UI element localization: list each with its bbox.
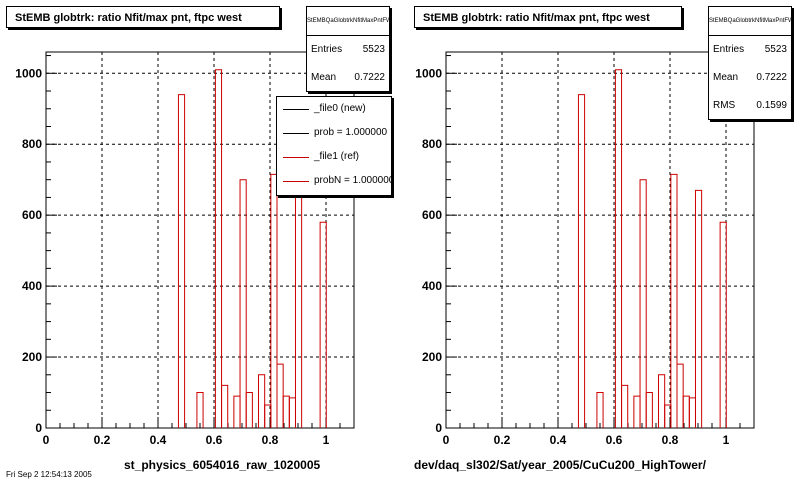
panel1-stats-mean: Mean 0.7222 [311, 72, 385, 83]
panel2-bar [658, 374, 666, 428]
panel1-y-tick-label: 400 [22, 279, 42, 293]
panel2-bar [596, 392, 604, 428]
panel2-x-tick-label: 0.6 [606, 433, 623, 447]
panel2-stats-box: StEMBQaGlobtrkNfitMaxPntFW Entries 5523 … [708, 6, 794, 120]
panel2-y-tick-label: 0 [435, 421, 442, 435]
panel2-bar [694, 189, 703, 428]
panel1-legend: _file0 (new) prob = 1.000000 _file1 (ref… [276, 96, 392, 196]
panel1-x-tick-label: 1 [323, 433, 330, 447]
panel1-x-tick-label: 0.6 [206, 433, 223, 447]
panel1-bar [258, 374, 266, 428]
date-stamp: Fri Sep 2 12:54:13 2005 [6, 470, 92, 479]
panel2-bar [670, 173, 678, 428]
panel2-y-tick-label: 200 [422, 350, 442, 364]
panel1-stats-box: StEMBQaGlobtrkNfitMaxPntFW Entries 5523 … [306, 6, 392, 92]
panel1-x-tick-label: 0.8 [262, 433, 279, 447]
panel2-stats-rms: RMS 0.1599 [713, 100, 787, 111]
panel2-bar [614, 69, 623, 428]
panel2-y-tick-label: 800 [422, 137, 442, 151]
panel1-bar [270, 173, 278, 428]
legend-entry-prob: prob = 1.000000 [277, 121, 391, 145]
panel1-bar [319, 221, 327, 428]
panel1-x-tick-label: 0.2 [94, 433, 111, 447]
panel1-bar [288, 397, 296, 428]
panel1-title: StEMB globtrk: ratio Nfit/max pnt, ftpc … [6, 6, 280, 28]
panel2-x-title: dev/daq_sl302/Sat/year_2005/CuCu200_High… [414, 458, 706, 472]
panel1-bar [276, 363, 284, 428]
panel1-y-tick-label: 0 [35, 421, 42, 435]
legend-line-file0 [283, 109, 309, 110]
panel2-x-tick-label: 0 [443, 433, 450, 447]
panel1-bar [214, 69, 223, 428]
panel1-bar [239, 179, 247, 428]
panel1-x-title: st_physics_6054016_raw_1020005 [124, 458, 321, 472]
legend-entry-probN: probN = 1.000000 [277, 169, 391, 193]
panel1-stats-entries: Entries 5523 [311, 44, 385, 55]
panel1-y-tick-label: 800 [22, 137, 42, 151]
panel1-stats-name: StEMBQaGlobtrkNfitMaxPntFW [307, 7, 392, 36]
panel2-bar [621, 384, 629, 428]
panel1-y-tick-label: 200 [22, 350, 42, 364]
panel2-x-tick-label: 1 [723, 433, 730, 447]
panel1-bar [233, 395, 241, 428]
panel1-x-tick-label: 0.4 [150, 433, 167, 447]
panel1-y-tick-label: 600 [22, 208, 42, 222]
panel1-x-tick-label: 0 [43, 433, 50, 447]
panel2-bar [577, 94, 586, 428]
panel2-stats-entries: Entries 5523 [713, 44, 787, 55]
panel2-y-tick-label: 1000 [415, 66, 442, 80]
panel2-bar [676, 363, 684, 428]
panel2-bar [719, 221, 727, 428]
panel2-x-tick-label: 0.4 [550, 433, 567, 447]
panel2-x-tick-label: 0.2 [494, 433, 511, 447]
panel2-x-tick-label: 0.8 [662, 433, 679, 447]
panel1-bar [177, 94, 186, 428]
legend-line-probN [283, 181, 309, 182]
panel1-bar [294, 189, 303, 428]
legend-line-prob [283, 133, 309, 134]
panel2-stats-name: StEMBQaGlobtrkNfitMaxPntFW [709, 7, 794, 36]
panel2-stats-mean: Mean 0.7222 [713, 72, 787, 83]
panel2-bar [688, 397, 696, 428]
legend-entry-file0: _file0 (new) [277, 97, 391, 121]
panel1-bar [196, 392, 204, 428]
panel2-y-tick-label: 400 [422, 279, 442, 293]
panel2-y-tick-label: 600 [422, 208, 442, 222]
panel2-bar [633, 395, 641, 428]
panel1-y-tick-label: 1000 [15, 66, 42, 80]
panel1-bar [245, 392, 253, 428]
panel2-bar [639, 179, 647, 428]
panel1-bar [221, 384, 229, 428]
legend-line-file1 [283, 157, 309, 158]
panel2-bar [645, 392, 653, 428]
legend-entry-file1: _file1 (ref) [277, 145, 391, 169]
panel2-title: StEMB globtrk: ratio Nfit/max pnt, ftpc … [414, 6, 682, 28]
